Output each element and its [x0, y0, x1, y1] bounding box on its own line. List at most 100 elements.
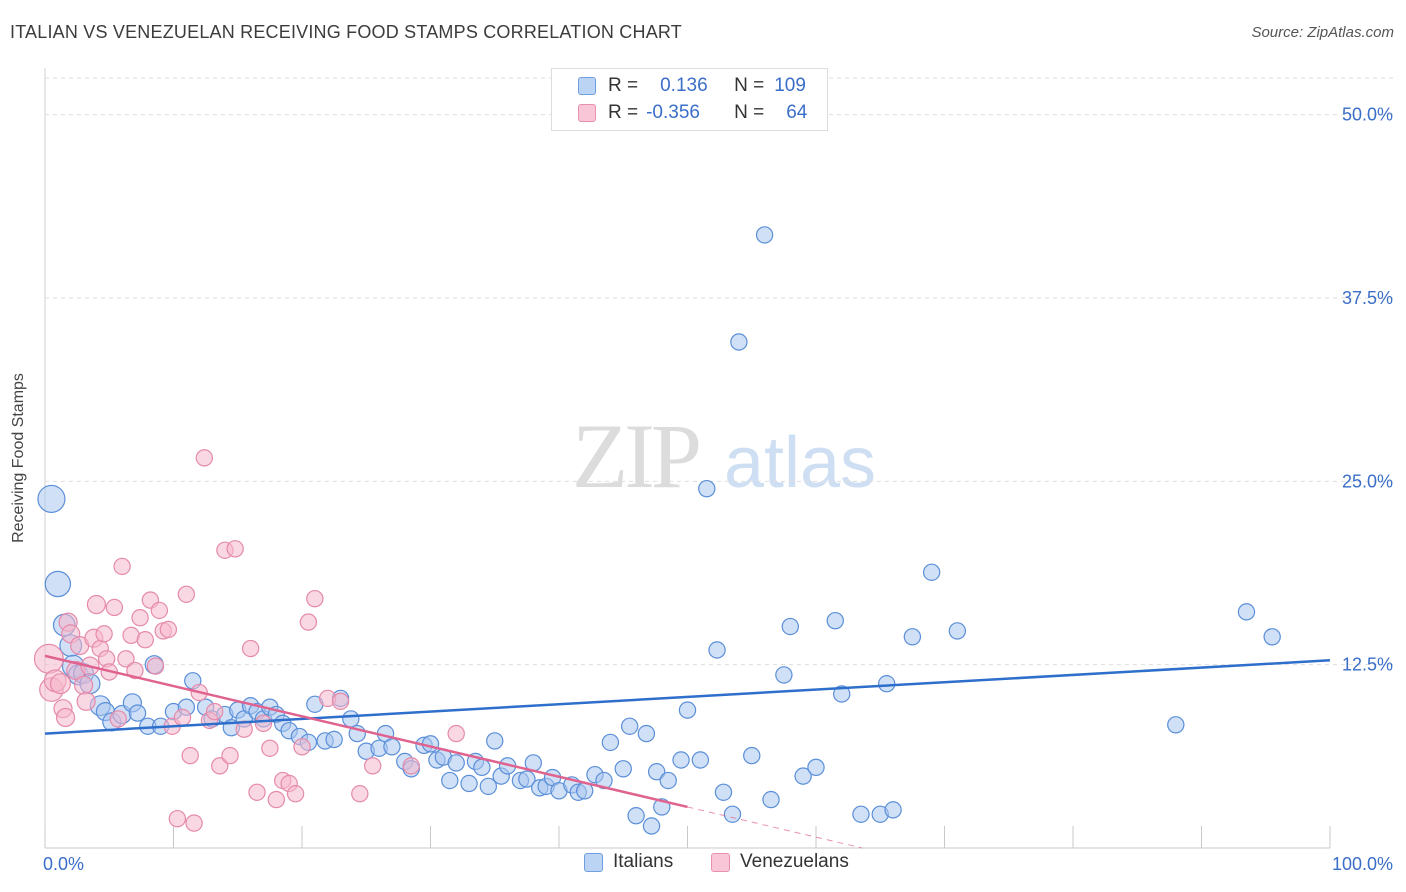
- chart-title: ITALIAN VS VENEZUELAN RECEIVING FOOD STA…: [10, 22, 682, 42]
- italians-point: [473, 758, 491, 777]
- italians-point: [595, 771, 613, 790]
- venezuelans-point: [131, 609, 149, 627]
- italians-point: [627, 807, 645, 825]
- venezuelans-point: [211, 757, 229, 775]
- italians-point: [826, 611, 844, 630]
- stats-legend: R = 0.136 N = 109 R = -0.356 N = 64: [551, 68, 828, 131]
- italians-point: [642, 817, 661, 835]
- tick-labels: 12.5% 25.0% 37.5% 50.0% 0.0% 100.0%: [43, 105, 1393, 874]
- venezuelans-point: [86, 594, 107, 615]
- italians-point: [37, 484, 66, 514]
- venezuelans-point: [49, 673, 71, 695]
- legend-label-venezuelans: Venezuelans: [740, 851, 849, 872]
- venezuelans-point: [195, 449, 214, 467]
- italians-point: [723, 805, 742, 823]
- gridlines: [45, 77, 1395, 666]
- venezuelans-point: [363, 757, 382, 775]
- venezuelans-swatch: [578, 104, 596, 122]
- venezuelans-point: [306, 589, 324, 608]
- venezuelans-point: [168, 809, 187, 828]
- italians-point: [1167, 716, 1185, 734]
- italians-point: [794, 767, 812, 785]
- venezuelans-point: [185, 814, 203, 832]
- series-legend: Italians Venezuelans: [0, 851, 1406, 877]
- italians-point: [614, 760, 632, 778]
- n-label: N =: [734, 75, 765, 96]
- y-tick-label: 37.5%: [1342, 288, 1393, 308]
- venezuelans-point: [267, 790, 285, 809]
- r-value: -0.356: [646, 102, 700, 123]
- italians-point: [659, 771, 677, 790]
- venezuelans-point: [248, 783, 266, 801]
- italians-swatch: [578, 77, 596, 95]
- y-tick-label: 12.5%: [1342, 655, 1393, 675]
- italians-point: [342, 710, 360, 728]
- italians-point: [44, 570, 72, 598]
- italians-point: [877, 675, 896, 693]
- venezuelans-point: [299, 613, 318, 631]
- venezuelans-point: [55, 707, 76, 728]
- italians-point: [852, 805, 870, 823]
- venezuelans-point: [331, 692, 350, 711]
- italians-point: [647, 763, 666, 781]
- legend-row-venezuelans: R = -0.356 N = 64: [552, 100, 807, 126]
- n-value: 64: [786, 102, 808, 123]
- watermark-atlas: atlas: [724, 423, 876, 503]
- venezuelans-point: [113, 557, 131, 576]
- venezuelans-point: [447, 724, 465, 743]
- italians-point: [620, 717, 639, 735]
- venezuelans-point: [73, 675, 94, 695]
- italians-swatch: [584, 852, 603, 872]
- venezuelans-points: [33, 449, 465, 832]
- italians-point: [460, 774, 478, 793]
- venezuelans-point: [146, 657, 165, 675]
- venezuelans-point: [177, 585, 196, 603]
- italians-point: [708, 641, 726, 659]
- venezuelans-point: [261, 739, 279, 757]
- italians-point: [922, 563, 941, 581]
- r-value: 0.136: [660, 75, 708, 96]
- italians-point: [486, 732, 504, 750]
- italians-point: [948, 622, 967, 640]
- venezuelans-trend-line: [44, 654, 688, 809]
- italians-point: [1237, 603, 1256, 621]
- italians-point: [421, 735, 440, 753]
- venezuelans-trend-extension: [687, 806, 863, 849]
- italians-point: [601, 733, 620, 752]
- italians-point: [903, 628, 922, 646]
- trend-lines: [44, 654, 1331, 849]
- italians-point: [479, 777, 498, 796]
- italians-point: [714, 783, 733, 801]
- italians-point: [672, 751, 690, 769]
- italians-point: [447, 754, 465, 772]
- venezuelans-point: [254, 714, 273, 733]
- watermark-zip: ZIP: [572, 405, 699, 507]
- r-label: R =: [608, 75, 639, 96]
- axes: [44, 68, 1331, 849]
- venezuelans-point: [150, 601, 169, 620]
- italians-point: [781, 617, 800, 636]
- venezuelans-point: [136, 631, 154, 649]
- italians-point: [325, 730, 343, 749]
- italians-point: [383, 738, 401, 756]
- italians-points: [37, 226, 1281, 835]
- y-tick-label: 50.0%: [1342, 105, 1393, 125]
- italians-point: [691, 751, 710, 769]
- venezuelans-point: [286, 785, 305, 803]
- legend-item-italians: Italians: [584, 851, 673, 873]
- italians-point: [807, 758, 825, 777]
- italians-point: [730, 333, 748, 351]
- zipatlas-watermark: ZIP atlas: [572, 405, 876, 507]
- venezuelans-point: [221, 746, 239, 765]
- venezuelans-point: [95, 625, 113, 643]
- venezuelans-point: [159, 620, 178, 639]
- venezuelans-point: [351, 785, 369, 803]
- italians-point: [1263, 628, 1281, 646]
- r-label: R =: [608, 102, 639, 123]
- venezuelans-point: [205, 702, 224, 721]
- legend-label-italians: Italians: [613, 851, 674, 872]
- venezuelans-point: [293, 738, 311, 756]
- italians-point: [762, 790, 780, 809]
- legend-row-italians: R = 0.136 N = 109: [552, 73, 806, 99]
